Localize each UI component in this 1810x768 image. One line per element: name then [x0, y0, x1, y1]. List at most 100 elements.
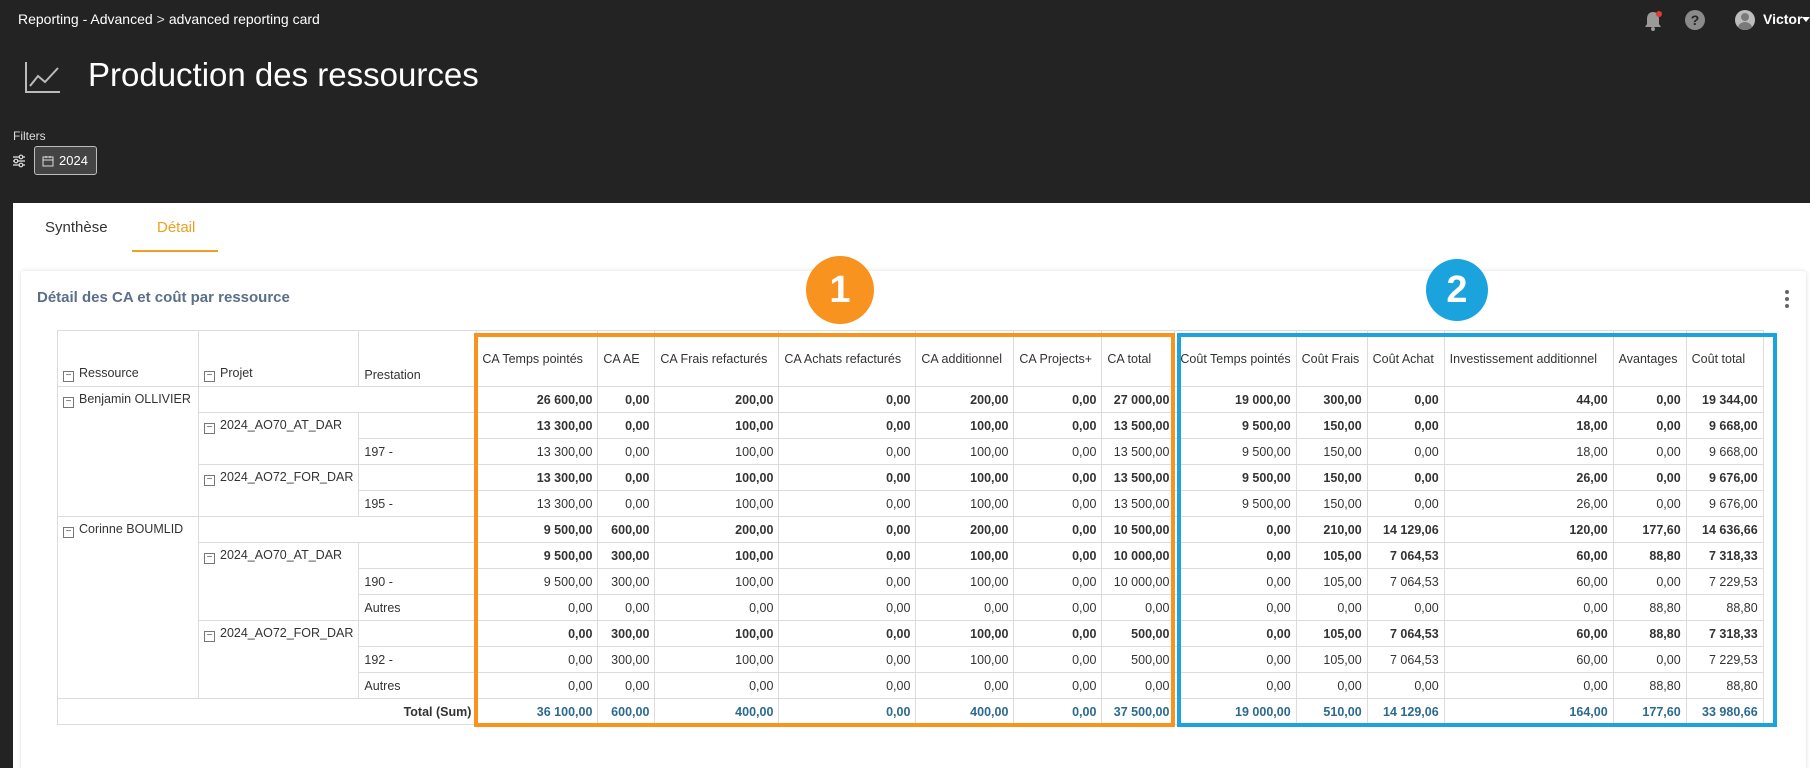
value-cell: 19 344,00	[1685, 386, 1764, 413]
chevron-down-icon[interactable]	[1802, 17, 1810, 22]
tab-detail[interactable]: Détail	[157, 219, 196, 236]
column-header[interactable]: CA total	[1101, 330, 1176, 387]
collapse-icon[interactable]: −	[204, 423, 215, 434]
total-value-cell: 510,00	[1295, 698, 1368, 725]
column-header[interactable]: CA additionnel	[915, 330, 1015, 387]
column-header[interactable]: CA Achats refacturés	[778, 330, 917, 387]
collapse-icon[interactable]: −	[204, 371, 215, 382]
value-cell: 88,80	[1612, 542, 1687, 569]
value-cell: 120,00	[1443, 516, 1614, 543]
value-cell: 100,00	[915, 568, 1015, 595]
card-title: Détail des CA et coût par ressource	[37, 289, 290, 306]
column-header[interactable]: Coût Frais	[1295, 330, 1368, 387]
column-header[interactable]: Coût Temps pointés	[1174, 330, 1297, 387]
user-name[interactable]: Victor	[1763, 11, 1803, 27]
column-header[interactable]: CA AE	[597, 330, 656, 387]
value-cell: 0,00	[1013, 646, 1103, 673]
calendar-icon	[42, 155, 54, 166]
value-cell: 9 500,00	[476, 542, 599, 569]
column-header[interactable]: Coût total	[1685, 330, 1764, 387]
sliders-icon[interactable]	[12, 154, 26, 168]
value-cell: 200,00	[915, 386, 1015, 413]
breadcrumb: Reporting - Advanced > advanced reporting …	[18, 11, 320, 27]
value-cell: 0,00	[778, 490, 917, 517]
trending-chart-icon	[24, 60, 62, 94]
table-row: − Corinne BOUMLID 9 500,00 600,00 200,00 0,00…	[57, 516, 1764, 699]
value-cell: 0,00	[1174, 568, 1297, 595]
value-cell: 0,00	[597, 438, 656, 465]
value-cell: 0,00	[476, 594, 599, 621]
total-value-cell: 177,60	[1612, 698, 1687, 725]
more-options-icon[interactable]	[1785, 290, 1789, 308]
column-header[interactable]: Avantages	[1612, 330, 1687, 387]
notification-bell-icon[interactable]	[1643, 10, 1663, 32]
value-cell: 300,00	[597, 542, 656, 569]
value-cell: 0,00	[1013, 438, 1103, 465]
project-cell[interactable]: −2024_AO70_AT_DAR	[197, 412, 360, 465]
header-projet[interactable]: − Projet	[197, 330, 360, 387]
value-cell: 0,00	[1366, 438, 1445, 465]
value-cell: 18,00	[1443, 438, 1614, 465]
avatar[interactable]	[1735, 10, 1755, 30]
value-cell: 88,80	[1612, 672, 1687, 699]
column-header[interactable]: CA Projects+	[1013, 330, 1103, 387]
value-cell: 100,00	[654, 646, 780, 673]
value-cell: 7 318,33	[1685, 620, 1764, 647]
value-cell: 0,00	[1013, 568, 1103, 595]
header-ressource[interactable]: − Ressource	[57, 330, 199, 387]
tab-synthese[interactable]: Synthèse	[45, 219, 108, 236]
project-cell[interactable]: −2024_AO70_AT_DAR	[197, 542, 360, 621]
value-cell: 100,00	[654, 412, 780, 439]
value-cell: 9 668,00	[1685, 412, 1764, 439]
value-cell: 0,00	[597, 412, 656, 439]
column-header[interactable]: Investissement additionnel	[1443, 330, 1614, 387]
breadcrumb-parent[interactable]: Reporting - Advanced	[18, 11, 153, 27]
value-cell: 300,00	[597, 620, 656, 647]
value-cell: 0,00	[1443, 594, 1614, 621]
collapse-icon[interactable]: −	[63, 527, 74, 538]
value-cell: 0,00	[1174, 516, 1297, 543]
value-cell: 0,00	[778, 438, 917, 465]
table-row: −2024_AO70_AT_DAR 13 300,00 0,00 100,00 0,00…	[58, 412, 1764, 465]
value-cell: 9 500,00	[1174, 464, 1297, 491]
total-value-cell: 0,00	[778, 698, 917, 725]
collapse-icon[interactable]: −	[63, 397, 74, 408]
year-filter-chip[interactable]: 2024	[34, 146, 97, 175]
value-cell: 500,00	[1101, 646, 1176, 673]
value-cell: 100,00	[915, 646, 1015, 673]
value-cell: 13 500,00	[1101, 490, 1176, 517]
table-header-row: − Ressource − Projet Prestation CA Temps p…	[57, 330, 1764, 387]
value-cell: 0,00	[1013, 464, 1103, 491]
value-cell: 0,00	[1013, 490, 1103, 517]
collapse-icon[interactable]: −	[204, 475, 215, 486]
value-cell: 88,80	[1612, 620, 1687, 647]
empty-cell	[197, 516, 478, 543]
column-header[interactable]: CA Temps pointés	[476, 330, 599, 387]
year-filter-value: 2024	[59, 153, 88, 168]
value-cell: 0,00	[597, 386, 656, 413]
value-cell: 100,00	[915, 620, 1015, 647]
value-cell: 100,00	[654, 620, 780, 647]
collapse-icon[interactable]: −	[204, 631, 215, 642]
value-cell: 0,00	[1366, 490, 1445, 517]
callout-badge-2: 2	[1426, 259, 1488, 321]
collapse-icon[interactable]: −	[63, 371, 74, 382]
value-cell: 0,00	[1013, 672, 1103, 699]
value-cell: 0,00	[597, 464, 656, 491]
value-cell: 0,00	[778, 412, 917, 439]
header-prestation[interactable]: Prestation	[358, 330, 478, 387]
value-cell: 0,00	[1366, 672, 1445, 699]
total-row: Total (Sum) 36 100,00 600,00 400,00 0,00 400,…	[56, 698, 1764, 725]
resource-cell[interactable]: − Benjamin OLLIVIER	[57, 386, 199, 517]
collapse-icon[interactable]: −	[204, 553, 215, 564]
column-header[interactable]: CA Frais refacturés	[654, 330, 780, 387]
project-cell[interactable]: −2024_AO72_FOR_DAR	[197, 464, 360, 517]
column-header[interactable]: Coût Achat	[1366, 330, 1445, 387]
project-cell[interactable]: −2024_AO72_FOR_DAR	[197, 620, 360, 699]
help-icon[interactable]: ?	[1685, 10, 1705, 30]
value-cell: 9 500,00	[1174, 490, 1297, 517]
value-cell: 88,80	[1685, 594, 1764, 621]
value-cell: 100,00	[654, 542, 780, 569]
resource-cell[interactable]: − Corinne BOUMLID	[57, 516, 199, 699]
value-cell: 100,00	[915, 412, 1015, 439]
